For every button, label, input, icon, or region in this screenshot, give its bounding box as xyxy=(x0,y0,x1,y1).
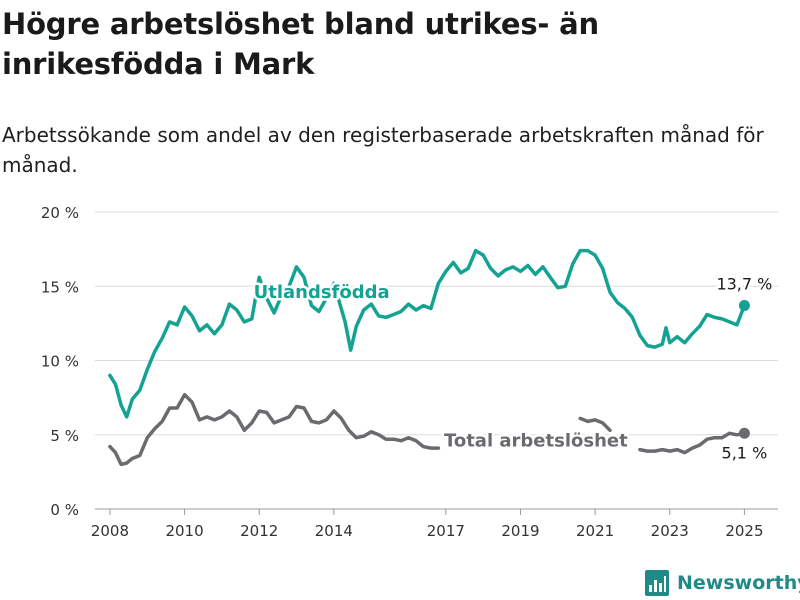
total-line xyxy=(108,392,747,467)
x-tick-label: 2025 xyxy=(725,522,763,540)
total-series-label: Total arbetslöshet xyxy=(444,431,628,452)
x-tick-label: 2012 xyxy=(240,522,278,540)
x-tick-label: 2010 xyxy=(165,522,203,540)
y-tick-label: 20 % xyxy=(41,204,79,222)
utlandsfodda-end-point xyxy=(738,300,750,312)
axes: 0 % 5 % 10 % 15 % 20 % 2008 2010 2012 2014 2017 20… xyxy=(41,204,764,540)
y-tick-label: 0 % xyxy=(50,501,79,519)
chart-title: Högre arbetslöshet bland utrikes- än inr… xyxy=(2,7,599,81)
x-tick-label: 2008 xyxy=(91,522,129,540)
chart-subtitle: Arbetssökande som andel av den registerb… xyxy=(2,123,764,177)
series-labels: Utlandsfödda Total arbetslöshet 13,7 % 5,1 … xyxy=(251,273,774,465)
total-end-value-label: 5,1 % xyxy=(722,443,768,462)
newsworthy-logo: Newsworthy xyxy=(645,568,800,598)
y-tick-label: 15 % xyxy=(41,278,79,296)
x-tick-label: 2017 xyxy=(427,522,465,540)
utlandsfodda-end-value-label: 13,7 % xyxy=(716,275,772,294)
x-tick-label: 2023 xyxy=(651,522,689,540)
utlandsfodda-series-label: Utlandsfödda xyxy=(254,282,390,303)
utlandsfodda-line xyxy=(108,248,747,419)
x-tick-label: 2021 xyxy=(576,522,614,540)
y-tick-label: 10 % xyxy=(41,353,79,371)
series-lines xyxy=(108,248,750,467)
total-end-point xyxy=(738,427,750,439)
gridlines xyxy=(95,211,778,510)
x-tick-label: 2014 xyxy=(315,522,353,540)
newsworthy-brand-name: Newsworthy xyxy=(677,572,800,594)
newsworthy-icon xyxy=(645,570,669,596)
x-tick-label: 2019 xyxy=(501,522,539,540)
y-tick-label: 5 % xyxy=(50,427,79,445)
